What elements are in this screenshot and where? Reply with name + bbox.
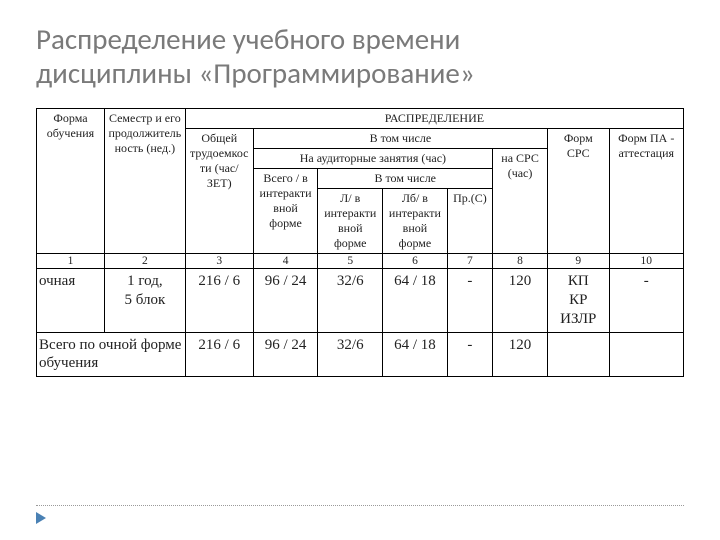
th-auditory: На аудиторные занятия (час) (253, 149, 492, 169)
th-total-interactive: Всего / в интерактивной форме (253, 169, 318, 254)
table-row: Всего по очной форме обучения 216 / 6 96… (37, 332, 684, 377)
page-title: Распределение учебного времени дисциплин… (36, 22, 684, 90)
cell-srs-hours: 120 (493, 269, 548, 332)
slide-marker-icon (36, 512, 46, 524)
colnum-10: 10 (609, 254, 684, 269)
th-practice: Пр.(С) (447, 189, 492, 254)
table-head: Форма обученияСеместр и его продолжитель… (37, 109, 684, 254)
table-row: очная 1 год,5 блок 216 / 6 96 / 24 32/6 … (37, 269, 684, 332)
cell-total-labor: 216 / 6 (185, 269, 253, 332)
cell-study-form: очная (37, 269, 105, 332)
th-pa-form: Форм ПА - аттестация (609, 129, 684, 254)
th-including-2: В том числе (318, 169, 493, 189)
cell-srs-form (548, 332, 609, 377)
th-study-form: Форма обучения (37, 109, 105, 254)
th-total-labor: Общей трудоемкости (час/ЗЕТ) (185, 129, 253, 254)
cell-practice: - (447, 269, 492, 332)
cell-srs-hours: 120 (493, 332, 548, 377)
cell-srs-form: КПКРИЗЛР (548, 269, 609, 332)
th-including: В том числе (253, 129, 547, 149)
colnum-3: 3 (185, 254, 253, 269)
cell-total-labor: 216 / 6 (185, 332, 253, 377)
colnum-6: 6 (383, 254, 448, 269)
footer-divider (36, 505, 684, 506)
cell-total-label: Всего по очной форме обучения (37, 332, 186, 377)
th-srs-form: Форм СРС (548, 129, 609, 254)
colnum-1: 1 (37, 254, 105, 269)
th-semester: Семестр и его продолжительность (нед.) (104, 109, 185, 254)
cell-practice: - (447, 332, 492, 377)
title-line-2: дисциплины «Программирование» (36, 55, 475, 91)
th-lectures: Л/ в интерактивной форме (318, 189, 383, 254)
number-row: 1 2 3 4 5 6 7 8 9 10 (37, 254, 684, 269)
distribution-table: Форма обученияСеместр и его продолжитель… (36, 108, 684, 377)
colnum-4: 4 (253, 254, 318, 269)
colnum-9: 9 (548, 254, 609, 269)
title-line-1: Распределение учебного времени (36, 21, 460, 57)
slide: Распределение учебного времени дисциплин… (0, 0, 720, 540)
th-labs: Лб/ в интерактивной форме (383, 189, 448, 254)
colnum-7: 7 (447, 254, 492, 269)
colnum-2: 2 (104, 254, 185, 269)
cell-pa-form: - (609, 269, 684, 332)
colnum-8: 8 (493, 254, 548, 269)
cell-labs: 64 / 18 (383, 269, 448, 332)
th-distribution: РАСПРЕДЕЛЕНИЕ (185, 109, 683, 129)
cell-semester: 1 год,5 блок (104, 269, 185, 332)
cell-pa-form (609, 332, 684, 377)
cell-lectures: 32/6 (318, 332, 383, 377)
cell-lectures: 32/6 (318, 269, 383, 332)
cell-total-interactive: 96 / 24 (253, 269, 318, 332)
colnum-5: 5 (318, 254, 383, 269)
th-srs-hours: на СРС (час) (493, 149, 548, 254)
cell-total-interactive: 96 / 24 (253, 332, 318, 377)
cell-labs: 64 / 18 (383, 332, 448, 377)
